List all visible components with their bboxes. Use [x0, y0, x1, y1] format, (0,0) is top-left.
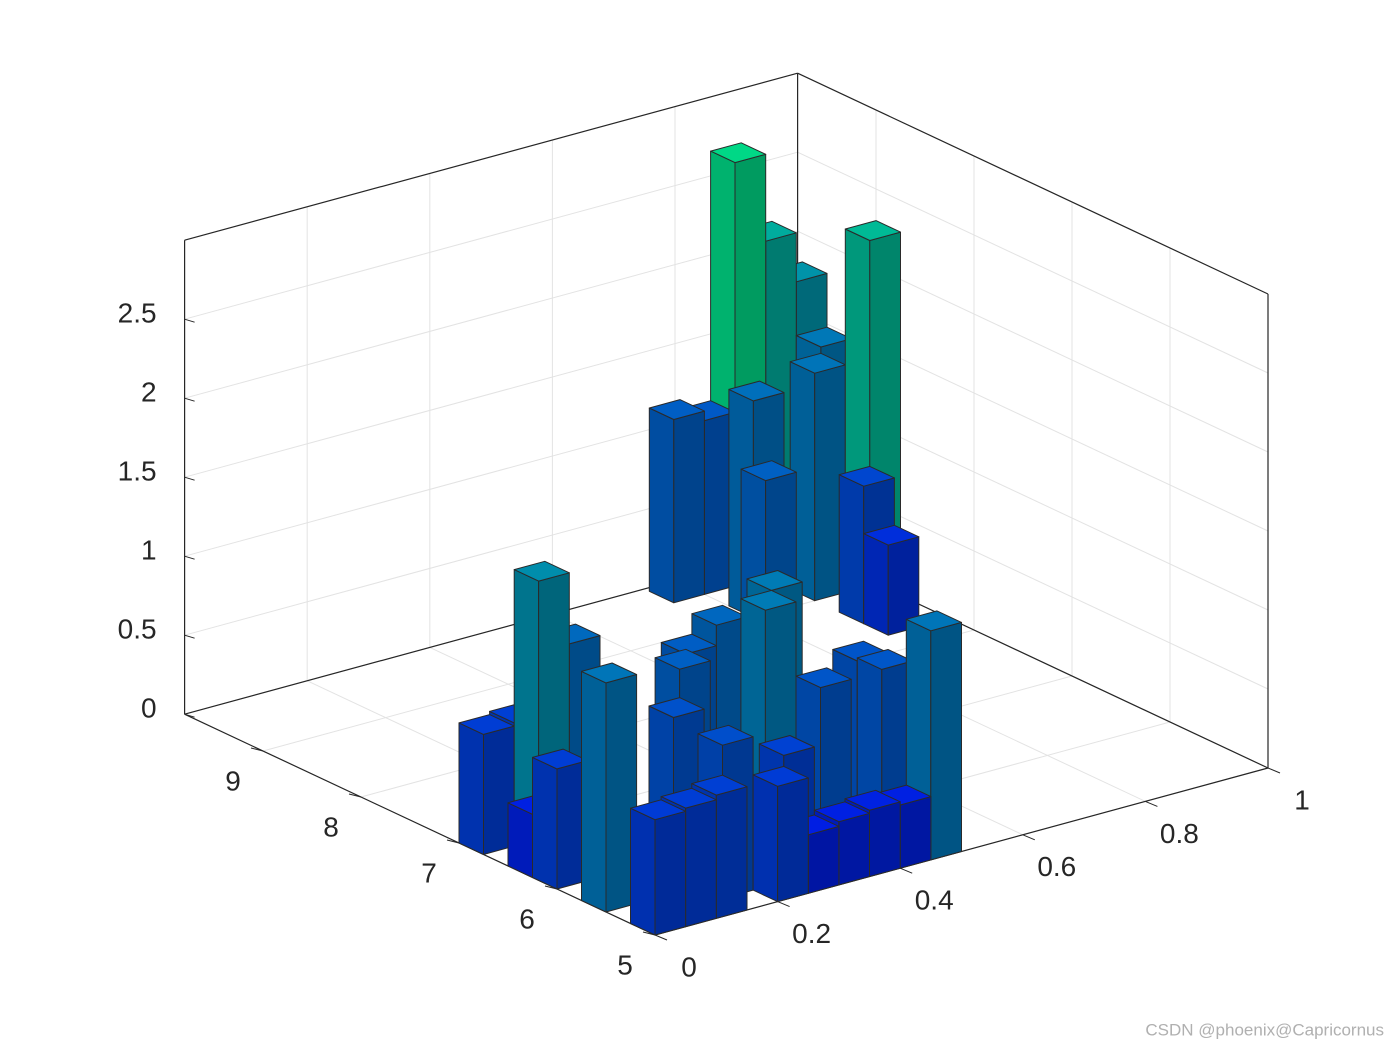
x-tick-label: 1 [1294, 784, 1310, 815]
bar-top [630, 799, 687, 821]
tick-mark [250, 747, 264, 752]
axis-line [184, 72, 798, 241]
grid-line [184, 151, 798, 320]
bar-face-left [581, 670, 607, 913]
bar-top [746, 570, 803, 591]
tick-mark [348, 793, 362, 798]
tick-mark [184, 713, 195, 718]
bar-face-front [777, 777, 809, 903]
tick-mark [1267, 767, 1281, 774]
bar-face-left [752, 774, 779, 903]
tick-mark [184, 318, 195, 323]
tick-mark [1145, 800, 1158, 807]
bar-face-left [838, 474, 865, 625]
bar-top [856, 649, 913, 670]
bar-face-front [838, 812, 870, 886]
bar-top [795, 667, 852, 689]
x-tick-label: 0.4 [915, 885, 954, 916]
z-tick-label: 0.5 [118, 614, 157, 645]
y-tick-label: 8 [323, 811, 339, 842]
tick-mark [184, 476, 195, 481]
x-tick-label: 0.8 [1160, 818, 1199, 849]
bar-face-front [930, 621, 962, 861]
z-tick-label: 1.5 [118, 456, 157, 487]
bar-face-front [807, 825, 840, 894]
bar-top [513, 560, 570, 582]
bar-face-left [532, 756, 558, 890]
bar-top [813, 801, 870, 823]
tick-mark [184, 397, 195, 402]
bar-top [728, 380, 785, 402]
bar-top [752, 765, 809, 787]
bar-top [740, 460, 797, 482]
z-tick-label: 2.5 [118, 298, 157, 329]
bar-top [654, 648, 711, 670]
x-tick-label: 0 [681, 951, 697, 982]
y-tick-label: 9 [225, 765, 241, 796]
bar-face-front [673, 410, 705, 604]
bar-face-left [630, 807, 656, 936]
grid-line [184, 309, 798, 478]
bar-face-left [458, 722, 484, 855]
tick-mark [184, 634, 195, 639]
x-tick-label: 0.6 [1037, 851, 1076, 882]
z-tick-label: 1 [141, 535, 157, 566]
grid-line [184, 230, 798, 399]
tick-mark [446, 839, 460, 844]
bar-top [660, 633, 717, 655]
bar-top [660, 787, 717, 809]
bar-top [844, 220, 901, 241]
bar-top [789, 352, 846, 374]
bar-top [905, 610, 962, 632]
bar-face-front [869, 801, 901, 877]
z-tick-label: 2 [141, 377, 157, 408]
bar-top [697, 724, 754, 746]
bar-top [458, 714, 515, 735]
tick-mark [184, 555, 195, 560]
tick-mark [1022, 834, 1035, 841]
axis-line [797, 72, 1269, 295]
y-tick-label: 5 [617, 949, 633, 980]
bar-top [648, 697, 705, 718]
watermark: CSDN @phoenix@Capricornus [1145, 1020, 1384, 1039]
bar-top [581, 662, 638, 684]
tick-mark [777, 901, 790, 908]
bar-top [863, 524, 920, 546]
bar-top [532, 748, 589, 770]
bar-top [691, 604, 748, 626]
bar-face-front [654, 810, 687, 936]
bar-face-front [899, 796, 932, 869]
tick-mark [900, 867, 913, 874]
bar-face-front [715, 786, 748, 919]
z-tick-label: 0 [141, 693, 157, 724]
bar-top [710, 142, 767, 164]
x-tick-label: 0.2 [792, 918, 831, 949]
bar-face-left [863, 533, 889, 636]
bar-top [838, 465, 895, 487]
y-tick-label: 7 [421, 857, 437, 888]
bar-face-front [685, 799, 717, 928]
bar-face-left [648, 407, 675, 604]
y-tick-label: 6 [519, 903, 535, 934]
bar-top [758, 735, 815, 756]
bar-top [795, 326, 852, 348]
bar-top [740, 589, 797, 611]
tick-mark [654, 934, 668, 941]
bar-top [648, 399, 705, 420]
grid-line [797, 151, 1269, 374]
bar-top [844, 789, 901, 811]
bar-top [691, 774, 748, 796]
bar-face-left [507, 802, 533, 878]
